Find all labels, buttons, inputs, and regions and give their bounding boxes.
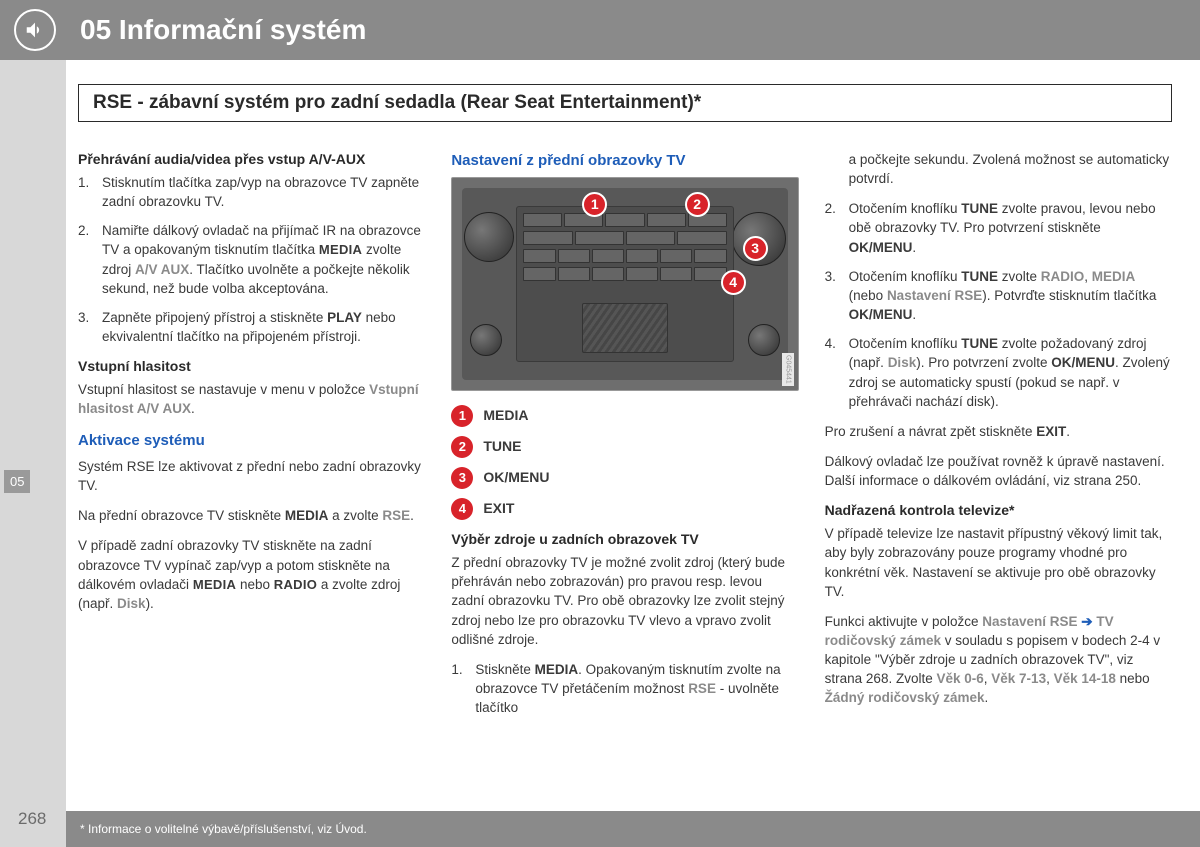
speaker-icon — [14, 9, 56, 51]
list-item: Stisknutím tlačítka zap/vyp na obrazovce… — [78, 173, 425, 211]
list-source: Stiskněte MEDIA. Opakovaným tisknutím zv… — [451, 660, 798, 717]
columns: Přehrávání audia/videa přes vstup A/V-AU… — [78, 150, 1172, 728]
section-title: RSE - zábavní systém pro zadní sedadla (… — [93, 92, 1157, 114]
legend-item: 3OK/MENU — [451, 467, 798, 489]
button-panel — [516, 206, 733, 362]
paragraph: Systém RSE lze aktivovat z přední nebo z… — [78, 457, 425, 495]
image-code: G045441 — [782, 353, 794, 386]
callout-2: 2 — [685, 192, 710, 217]
side-tab: 05 — [4, 470, 30, 493]
heading-volume: Vstupní hlasitost — [78, 357, 425, 377]
legend-item: 1MEDIA — [451, 405, 798, 427]
heading-av-aux: Přehrávání audia/videa přes vstup A/V-AU… — [78, 150, 425, 170]
footer-note: * Informace o volitelné výbavě/příslušen… — [80, 822, 367, 836]
list-item: Otočením knoflíku TUNE zvolte pravou, le… — [825, 199, 1172, 256]
paragraph: a počkejte sekundu. Zvolená možnost se a… — [825, 150, 1172, 188]
paragraph: V případě zadní obrazovky TV stiskněte n… — [78, 536, 425, 613]
paragraph: Z přední obrazovky TV je možné zvolit zd… — [451, 553, 798, 649]
arrow-icon: ➔ — [1078, 614, 1097, 629]
list-av-aux: Stisknutím tlačítka zap/vyp na obrazovce… — [78, 173, 425, 347]
heading-source-select: Výběr zdroje u zadních obrazovek TV — [451, 530, 798, 550]
knob-bottom-left — [470, 324, 502, 356]
list-item: Namiřte dálkový ovladač na přijímač IR n… — [78, 221, 425, 298]
header-bar: 05 Informační systém — [0, 0, 1200, 60]
list-item: Zapněte připojený přístroj a stiskněte P… — [78, 308, 425, 346]
column-1: Přehrávání audia/videa přes vstup A/V-AU… — [78, 150, 425, 728]
left-gutter — [0, 60, 66, 847]
page-number: 268 — [18, 809, 46, 829]
paragraph: Na přední obrazovce TV stiskněte MEDIA a… — [78, 506, 425, 525]
heading-parental: Nadřazená kontrola televize* — [825, 501, 1172, 521]
paragraph: Funkci aktivujte v položce Nastavení RSE… — [825, 612, 1172, 708]
callout-4: 4 — [721, 270, 746, 295]
heading-activation: Aktivace systému — [78, 430, 425, 451]
footer-bar: * Informace o volitelné výbavě/příslušen… — [66, 811, 1200, 847]
control-panel-diagram: 1 2 3 4 G045441 — [451, 177, 798, 391]
legend-item: 2TUNE — [451, 436, 798, 458]
legend-item: 4EXIT — [451, 498, 798, 520]
chapter-title: 05 Informační systém — [80, 14, 366, 46]
list-item: Otočením knoflíku TUNE zvolte požadovaný… — [825, 334, 1172, 411]
callout-3: 3 — [743, 236, 768, 261]
paragraph: V případě televize lze nastavit přípustn… — [825, 524, 1172, 601]
list-item: Otočením knoflíku TUNE zvolte RADIO, MED… — [825, 267, 1172, 324]
content-area: RSE - zábavní systém pro zadní sedadla (… — [78, 84, 1172, 728]
knob-bottom-right — [748, 324, 780, 356]
list-cont: Otočením knoflíku TUNE zvolte pravou, le… — [825, 199, 1172, 411]
vent — [582, 303, 668, 354]
paragraph: Vstupní hlasitost se nastavuje v menu v … — [78, 380, 425, 418]
paragraph: Dálkový ovladač lze používat rovněž k úp… — [825, 452, 1172, 490]
knob-left — [464, 212, 514, 262]
column-3: a počkejte sekundu. Zvolená možnost se a… — [825, 150, 1172, 728]
column-2: Nastavení z přední obrazovky TV 1 — [451, 150, 798, 728]
heading-front-tv: Nastavení z přední obrazovky TV — [451, 150, 798, 171]
list-item: Stiskněte MEDIA. Opakovaným tisknutím zv… — [451, 660, 798, 717]
paragraph: Pro zrušení a návrat zpět stiskněte EXIT… — [825, 422, 1172, 441]
section-title-box: RSE - zábavní systém pro zadní sedadla (… — [78, 84, 1172, 122]
